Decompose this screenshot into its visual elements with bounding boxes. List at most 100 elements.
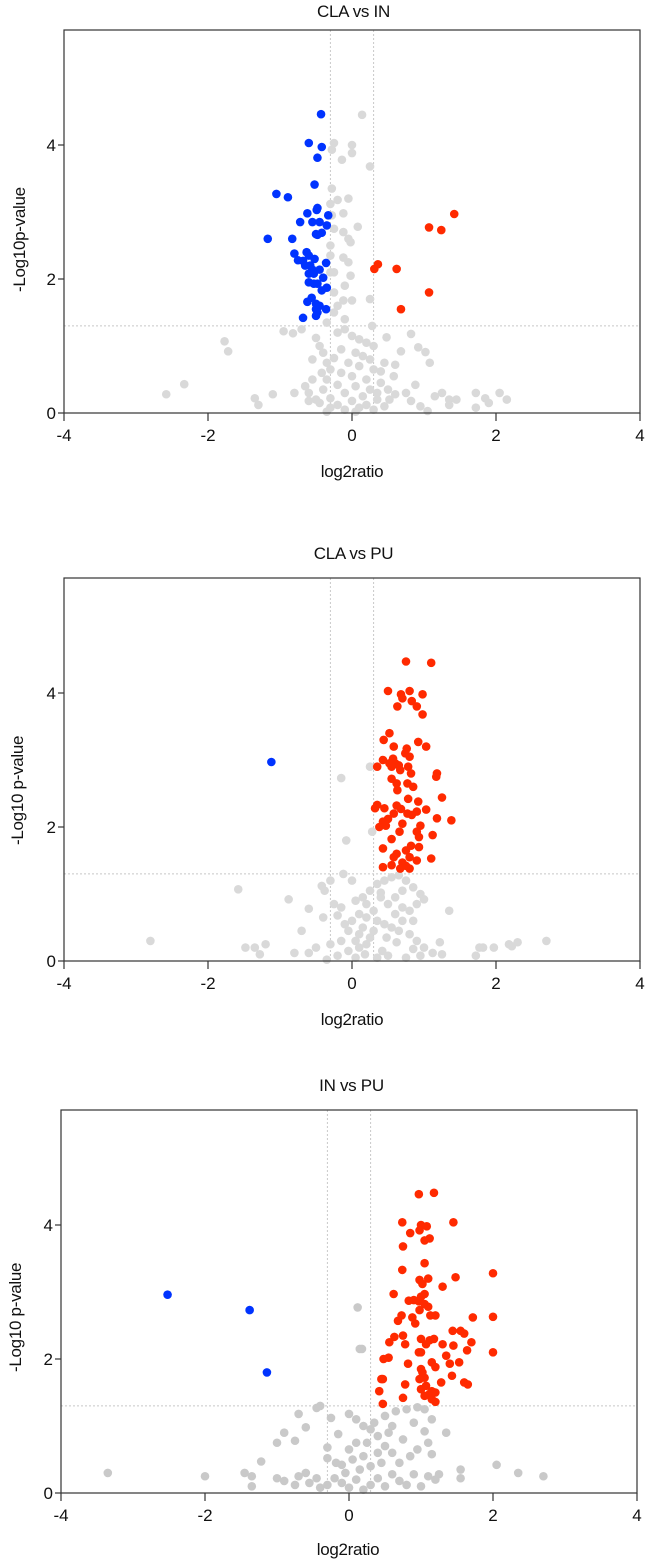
- data-point: [370, 264, 379, 274]
- data-point: [311, 311, 321, 321]
- data-point: [387, 872, 396, 882]
- data-point: [362, 1438, 372, 1448]
- data-point: [317, 368, 327, 378]
- data-point: [423, 1274, 433, 1283]
- x-tick-label: -4: [56, 974, 71, 993]
- data-point: [419, 943, 429, 952]
- data-point: [431, 1311, 440, 1320]
- data-point: [318, 273, 328, 282]
- data-point: [431, 1388, 440, 1397]
- data-point: [326, 876, 335, 885]
- series-up: [374, 1188, 498, 1409]
- data-point: [451, 1272, 460, 1282]
- data-point: [303, 297, 312, 307]
- data-point: [468, 1313, 478, 1322]
- data-point: [354, 929, 364, 939]
- data-point: [301, 1423, 311, 1432]
- data-point: [220, 337, 229, 346]
- data-point: [413, 797, 423, 806]
- data-point: [378, 755, 388, 765]
- data-point: [416, 1348, 426, 1357]
- data-point: [437, 388, 447, 398]
- data-point: [304, 948, 314, 958]
- data-point: [392, 937, 401, 947]
- data-point: [268, 389, 278, 399]
- data-point: [326, 365, 335, 374]
- data-point: [362, 939, 371, 949]
- data-point: [362, 913, 371, 922]
- data-point: [405, 686, 414, 696]
- data-point: [420, 1404, 429, 1414]
- x-tick-label: -2: [200, 426, 215, 445]
- data-point: [441, 1351, 451, 1360]
- data-point: [358, 391, 368, 401]
- data-point: [380, 919, 389, 929]
- data-point: [369, 341, 378, 351]
- data-point: [365, 162, 375, 171]
- data-point: [329, 308, 339, 317]
- data-point: [313, 153, 322, 163]
- data-point: [354, 909, 364, 919]
- data-point: [351, 348, 360, 358]
- data-point: [283, 192, 293, 202]
- data-point: [401, 388, 411, 398]
- data-point: [340, 324, 350, 334]
- data-point: [380, 876, 389, 885]
- data-point: [327, 145, 337, 154]
- data-point: [347, 140, 357, 150]
- data-point: [409, 1469, 419, 1479]
- data-point: [320, 886, 329, 895]
- data-point: [358, 351, 368, 361]
- data-point: [436, 1378, 446, 1387]
- data-point: [333, 195, 342, 205]
- data-point: [339, 227, 348, 237]
- data-point: [423, 1471, 433, 1481]
- data-point: [380, 1441, 390, 1451]
- x-tick-label: 4: [635, 426, 644, 445]
- data-point: [369, 365, 378, 374]
- data-point: [372, 879, 382, 889]
- data-point: [471, 403, 481, 412]
- data-point: [310, 180, 319, 189]
- data-point: [326, 939, 335, 949]
- data-point: [316, 109, 326, 119]
- data-point: [318, 348, 328, 358]
- data-point: [309, 269, 319, 278]
- data-point: [391, 1406, 401, 1416]
- data-point: [489, 943, 499, 952]
- data-point: [372, 953, 382, 962]
- data-point: [405, 929, 414, 939]
- data-point: [362, 400, 371, 410]
- data-point: [387, 860, 396, 870]
- data-point: [344, 358, 353, 368]
- data-point: [542, 936, 551, 946]
- data-point: [333, 380, 342, 390]
- data-point: [382, 933, 391, 942]
- data-point: [398, 819, 407, 828]
- data-point: [355, 1465, 365, 1474]
- data-point: [390, 1332, 399, 1342]
- data-point: [290, 1436, 300, 1446]
- data-point: [387, 1421, 397, 1431]
- data-point: [413, 343, 423, 352]
- data-point: [419, 895, 429, 904]
- data-point: [326, 393, 335, 403]
- data-point: [362, 375, 371, 384]
- data-point: [374, 1386, 384, 1396]
- data-point: [348, 1455, 357, 1464]
- data-point: [421, 805, 431, 814]
- data-point: [398, 1393, 408, 1403]
- data-point: [372, 916, 382, 926]
- data-point: [398, 1242, 408, 1251]
- data-point: [393, 702, 402, 711]
- data-point: [420, 1391, 429, 1401]
- data-point: [351, 953, 360, 962]
- data-point: [416, 1482, 426, 1491]
- data-point: [322, 318, 332, 327]
- data-point: [351, 936, 360, 946]
- data-point: [336, 936, 346, 946]
- data-point: [408, 883, 418, 892]
- data-point: [272, 189, 281, 199]
- data-point: [416, 1334, 426, 1344]
